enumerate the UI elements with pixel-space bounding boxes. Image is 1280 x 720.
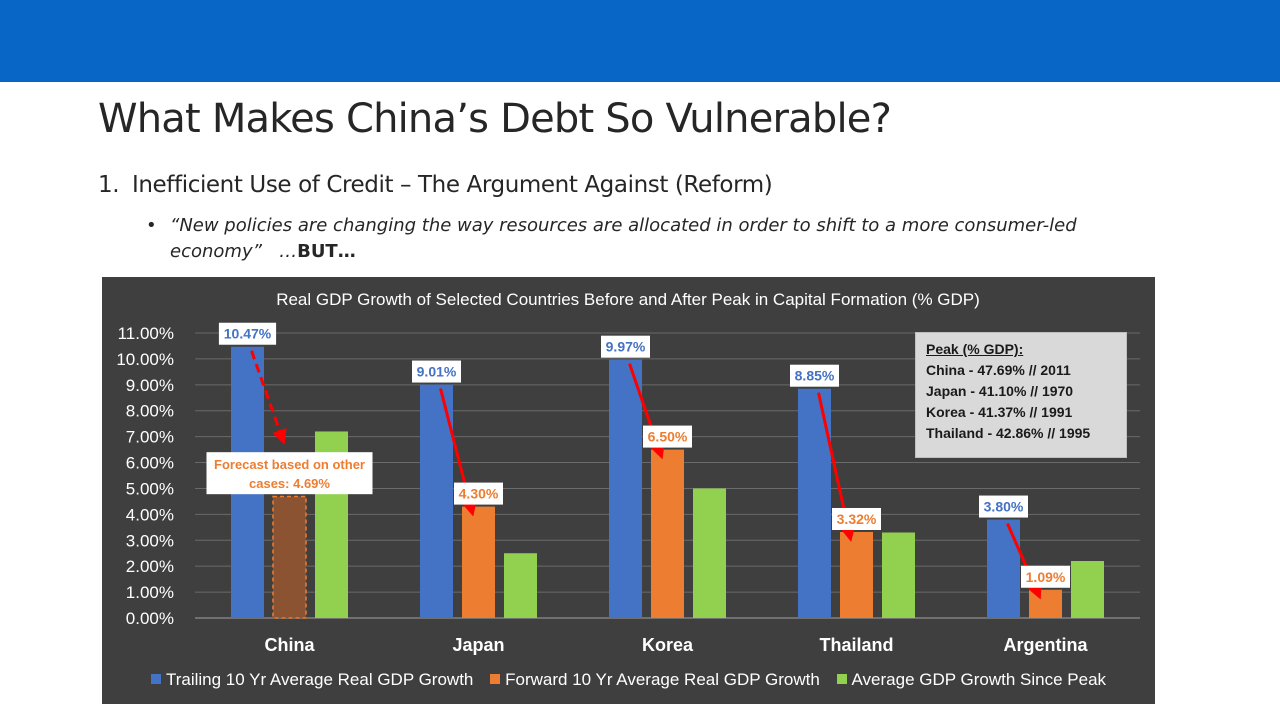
chart-panel: Real GDP Growth of Selected Countries Be… — [102, 277, 1155, 704]
point-heading: 1. Inefficient Use of Credit – The Argume… — [98, 172, 773, 198]
y-tick-label: 10.00% — [116, 350, 174, 369]
peak-line-thailand: Thailand - 42.86% // 1995 — [926, 425, 1091, 441]
y-tick-label: 11.00% — [118, 324, 174, 343]
trend-arrow — [250, 350, 287, 445]
forecast-callout-line2: cases: 4.69% — [249, 476, 330, 491]
chart-title: Real GDP Growth of Selected Countries Be… — [276, 290, 980, 309]
peak-line-korea: Korea - 41.37% // 1991 — [926, 404, 1073, 420]
sub-bullet: • “New policies are changing the way res… — [146, 213, 1156, 265]
forecast-callout-bg — [206, 452, 373, 495]
y-tick-label: 9.00% — [126, 376, 174, 395]
legend-label-trailing: Trailing 10 Yr Average Real GDP Growth — [165, 670, 474, 689]
data-label: 3.32% — [837, 511, 877, 527]
bar-chart: Real GDP Growth of Selected Countries Be… — [116, 290, 1140, 655]
data-label-bg — [979, 495, 1028, 518]
point-text: Inefficient Use of Credit – The Argument… — [132, 172, 773, 198]
bar — [504, 553, 537, 618]
quote-block: “New policies are changing the way resou… — [170, 213, 1156, 265]
y-tick-label: 3.00% — [126, 531, 174, 550]
slide-title: What Makes China’s Debt So Vulnerable? — [98, 96, 892, 142]
header-bar — [0, 0, 1280, 82]
data-label-bg — [412, 360, 461, 383]
bar — [420, 384, 453, 618]
y-tick-label: 8.00% — [126, 402, 174, 421]
peak-box-title: Peak (% GDP): — [926, 341, 1024, 357]
data-label-bg — [643, 425, 692, 448]
y-tick-label: 5.00% — [126, 479, 174, 498]
forecast-bar — [272, 495, 307, 619]
data-label: 1.09% — [1026, 569, 1066, 585]
legend-swatch-forward — [490, 674, 501, 684]
x-category-label: Korea — [642, 635, 694, 655]
y-tick-label: 4.00% — [126, 505, 174, 524]
peak-info-box: Peak (% GDP): China - 47.69% // 2011 Jap… — [915, 332, 1127, 458]
peak-line-china: China - 47.69% // 2011 — [926, 362, 1071, 378]
y-tick-label: 2.00% — [126, 557, 174, 576]
legend-item-trailing: Trailing 10 Yr Average Real GDP Growth — [150, 670, 474, 690]
bar — [1071, 561, 1104, 618]
data-label-bg — [218, 322, 277, 345]
forecast-callout-line1: Forecast based on other — [214, 457, 365, 472]
y-tick-label: 0.00% — [126, 609, 174, 628]
y-tick-label: 6.00% — [126, 454, 174, 473]
data-label-bg — [832, 507, 881, 530]
bar — [651, 449, 684, 618]
data-label: 3.80% — [984, 499, 1024, 515]
data-label: 8.85% — [795, 368, 835, 384]
point-number: 1. — [98, 172, 120, 198]
bar — [882, 532, 915, 618]
data-label: 10.47% — [224, 326, 272, 342]
legend-label-since-peak: Average GDP Growth Since Peak — [851, 670, 1107, 689]
bullet-marker: • — [146, 215, 157, 236]
x-category-label: Japan — [452, 635, 504, 655]
legend-swatch-trailing — [150, 674, 161, 684]
data-label: 6.50% — [648, 429, 688, 445]
quote-suffix: … — [279, 241, 298, 262]
peak-line-japan: Japan - 41.10% // 1970 — [926, 383, 1074, 399]
quote-text: “New policies are changing the way resou… — [170, 215, 1077, 262]
data-label: 9.01% — [417, 364, 457, 380]
legend-item-since-peak: Average GDP Growth Since Peak — [836, 670, 1107, 690]
y-tick-label: 1.00% — [126, 583, 174, 602]
data-label-bg — [454, 482, 503, 505]
y-tick-label: 7.00% — [126, 428, 174, 447]
data-label-bg — [601, 335, 650, 358]
bar — [1029, 589, 1062, 618]
legend-swatch-since-peak — [836, 674, 847, 684]
quote-emphasis: BUT… — [297, 241, 356, 262]
x-category-label: Argentina — [1003, 635, 1088, 655]
chart-legend: Trailing 10 Yr Average Real GDP Growth F… — [102, 670, 1155, 690]
bar — [987, 519, 1020, 618]
bar — [693, 488, 726, 618]
legend-label-forward: Forward 10 Yr Average Real GDP Growth — [505, 670, 820, 689]
data-label-bg — [1021, 565, 1070, 588]
bar — [462, 506, 495, 618]
x-category-label: China — [264, 635, 315, 655]
data-label: 4.30% — [459, 486, 499, 502]
data-label: 9.97% — [606, 339, 646, 355]
data-label-bg — [790, 364, 839, 387]
bar — [840, 531, 873, 618]
bar — [609, 359, 642, 618]
legend-item-forward: Forward 10 Yr Average Real GDP Growth — [490, 670, 820, 690]
x-category-label: Thailand — [819, 635, 893, 655]
